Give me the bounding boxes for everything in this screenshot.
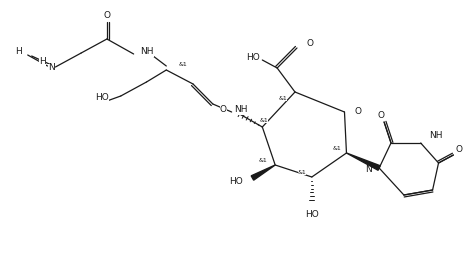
Text: H: H	[39, 57, 46, 66]
Text: &1: &1	[298, 170, 307, 175]
Text: H: H	[15, 48, 22, 57]
Text: &1: &1	[258, 158, 267, 162]
Text: &1: &1	[278, 96, 287, 100]
Text: O: O	[378, 111, 385, 120]
Text: O: O	[103, 11, 110, 20]
Text: N: N	[365, 166, 372, 175]
Text: HO: HO	[305, 210, 319, 219]
Text: &1: &1	[333, 145, 342, 151]
Text: NH: NH	[235, 106, 248, 115]
Text: HO: HO	[247, 53, 260, 62]
Text: NH: NH	[141, 48, 154, 57]
Text: O: O	[220, 106, 227, 115]
Text: N: N	[48, 63, 55, 72]
Text: &1: &1	[260, 117, 268, 123]
Text: HO: HO	[95, 93, 109, 102]
Text: HO: HO	[229, 177, 243, 186]
Text: O: O	[455, 145, 463, 154]
Polygon shape	[346, 153, 380, 170]
Text: O: O	[307, 39, 314, 48]
Text: NH: NH	[429, 131, 442, 140]
Text: O: O	[354, 107, 362, 116]
Text: &1: &1	[178, 62, 187, 68]
Polygon shape	[251, 165, 275, 180]
